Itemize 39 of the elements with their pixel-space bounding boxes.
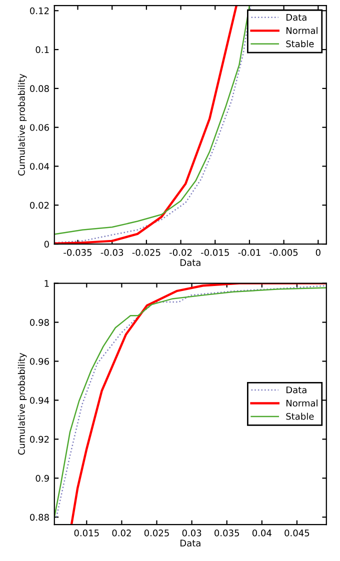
x-tick-label: 0.035: [214, 530, 239, 536]
y-axis-title: Cumulative probability: [18, 352, 27, 455]
x-tick-label: 0.045: [284, 530, 310, 536]
y-tick-label: 0.96: [30, 358, 49, 365]
y-tick-label: 0.1: [36, 46, 49, 54]
x-tick-label: 0: [316, 249, 320, 256]
y-tick-label: 0.08: [30, 85, 49, 92]
legend-label: Stable: [286, 412, 314, 420]
y-tick-label: 0.04: [30, 162, 50, 170]
x-tick-label: -0.03: [100, 249, 124, 256]
legend-label: Data: [286, 386, 306, 394]
x-tick-label: -0.015: [201, 249, 229, 256]
y-tick-label: 1: [44, 280, 49, 287]
x-tick-label: 0.02: [112, 530, 131, 536]
x-axis-title: Data: [180, 259, 200, 266]
x-tick-label: 0.015: [74, 530, 99, 536]
y-tick-label: 0.98: [30, 319, 49, 326]
y-tick-label: 0.92: [30, 436, 49, 443]
legend-label: Normal: [286, 400, 318, 407]
x-tick-label: 0.04: [252, 530, 272, 536]
x-tick-label: -0.02: [170, 249, 192, 256]
x-tick-label: -0.005: [270, 249, 298, 256]
y-tick-label: 0.02: [30, 202, 49, 209]
x-axis-title: Data: [180, 540, 200, 547]
y-axis-title: Cumulative probability: [18, 74, 27, 176]
y-tick-label: 0.94: [30, 396, 50, 404]
x-tick-label: -0.035: [64, 249, 92, 256]
x-tick-label: 0.03: [182, 530, 202, 536]
y-tick-label: 0.88: [30, 514, 49, 521]
legend-label: Normal: [286, 26, 318, 34]
legend-label: Data: [286, 14, 306, 21]
x-tick-label: 0.025: [144, 530, 169, 536]
y-tick-label: 0: [44, 240, 49, 248]
y-tick-label: 0.12: [30, 7, 49, 14]
x-tick-label: -0.025: [132, 249, 160, 256]
y-tick-label: 0.9: [36, 474, 49, 482]
y-tick-label: 0.06: [30, 124, 49, 131]
legend-label: Stable: [286, 40, 314, 48]
x-tick-label: -0.01: [238, 249, 260, 256]
